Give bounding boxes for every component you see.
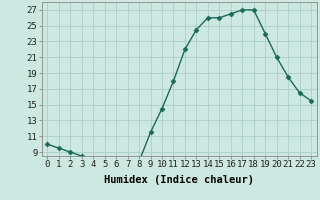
X-axis label: Humidex (Indice chaleur): Humidex (Indice chaleur) — [104, 175, 254, 185]
